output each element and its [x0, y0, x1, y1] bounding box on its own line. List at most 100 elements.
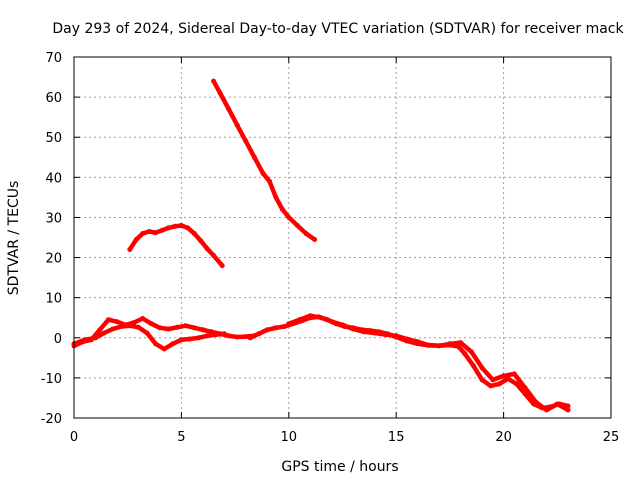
data-point — [297, 317, 302, 323]
data-point — [234, 334, 240, 340]
x-tick-label: 0 — [70, 430, 78, 445]
x-tick-label: 20 — [495, 430, 512, 445]
data-point — [286, 321, 292, 327]
data-point — [127, 323, 133, 329]
x-tick-label: 5 — [177, 430, 185, 445]
data-point — [260, 170, 266, 176]
data-point — [251, 154, 257, 160]
y-tick-label: 20 — [45, 252, 62, 267]
data-point — [93, 335, 98, 341]
data-point — [565, 407, 571, 413]
x-tick-label: 25 — [603, 430, 620, 445]
data-point — [153, 230, 159, 236]
x-tick-label: 10 — [281, 430, 298, 445]
data-point — [133, 237, 139, 242]
data-point — [267, 178, 272, 184]
data-point — [135, 324, 141, 330]
y-tick-label: 10 — [45, 292, 62, 307]
data-point — [140, 231, 146, 236]
data-point — [217, 90, 223, 96]
data-point — [204, 333, 210, 339]
y-tick-label: 70 — [45, 51, 62, 66]
data-point — [131, 320, 137, 325]
data-point — [146, 229, 152, 234]
data-point — [82, 337, 88, 343]
data-point — [479, 377, 485, 383]
data-point — [514, 381, 519, 387]
data-point — [479, 365, 485, 371]
data-point — [187, 336, 193, 342]
data-point — [393, 333, 399, 339]
data-point — [383, 332, 388, 338]
data-point — [166, 326, 171, 332]
data-point — [496, 381, 502, 387]
y-tick-label: -10 — [41, 372, 62, 387]
data-point — [172, 223, 178, 229]
data-point — [350, 326, 356, 332]
data-point — [243, 138, 249, 144]
data-point — [425, 342, 431, 348]
plot-frame — [73, 56, 612, 419]
y-tick-label: 0 — [54, 332, 62, 347]
data-point — [458, 340, 464, 346]
data-point — [178, 337, 184, 343]
data-point — [140, 316, 146, 321]
data-point — [204, 246, 210, 252]
data-point — [166, 225, 171, 231]
data-point — [303, 231, 309, 236]
data-point — [307, 313, 313, 319]
data-point — [279, 206, 285, 212]
x-axis-title: GPS time / hours — [281, 459, 398, 475]
data-point — [226, 333, 232, 339]
data-point — [264, 327, 270, 333]
data-point — [170, 341, 176, 347]
data-point — [127, 247, 133, 252]
data-point — [282, 324, 287, 329]
data-point — [200, 327, 206, 333]
data-point — [501, 373, 507, 379]
y-tick-label: -20 — [41, 412, 62, 427]
data-point — [256, 331, 262, 337]
data-point — [161, 346, 167, 352]
data-point — [468, 349, 474, 355]
y-tick-label: 60 — [45, 91, 62, 106]
data-point — [447, 341, 453, 347]
data-point — [110, 326, 116, 332]
data-point — [247, 335, 253, 341]
data-point — [340, 322, 345, 328]
data-point — [490, 377, 496, 383]
data-point — [471, 363, 476, 369]
x-tick-label: 15 — [388, 430, 405, 445]
data-point — [533, 399, 539, 405]
data-point — [213, 332, 219, 338]
data-point — [219, 263, 225, 269]
data-point — [198, 238, 204, 244]
data-point — [101, 330, 107, 336]
grid-lines — [74, 57, 611, 418]
data-point — [211, 253, 217, 258]
data-point — [312, 237, 318, 242]
data-point — [174, 324, 180, 330]
data-point — [221, 331, 227, 337]
data-point — [511, 371, 517, 377]
data-point — [318, 315, 324, 321]
data-point — [191, 231, 197, 236]
data-point — [178, 223, 184, 228]
data-point — [436, 343, 442, 349]
data-point — [185, 225, 191, 231]
data-point — [148, 321, 154, 327]
chart-title: Day 293 of 2024, Sidereal Day-to-day VTE… — [52, 21, 624, 37]
data-point — [456, 344, 461, 350]
data-point — [196, 335, 202, 341]
y-tick-label: 40 — [45, 171, 62, 186]
data-point — [273, 325, 279, 331]
data-point — [226, 106, 232, 112]
data-point — [286, 214, 292, 220]
data-point — [243, 334, 249, 340]
data-point — [488, 383, 494, 389]
data-point — [144, 330, 150, 336]
data-point — [329, 319, 335, 325]
data-point — [415, 339, 421, 345]
data-point — [105, 317, 111, 323]
